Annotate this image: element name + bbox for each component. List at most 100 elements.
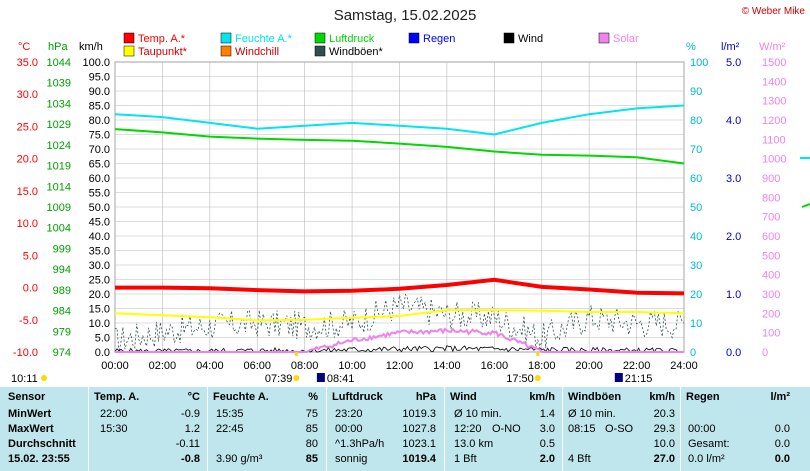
tick-solar: 900 [762,173,780,185]
tick-press: 1039 [47,78,71,90]
unit-rain: l/m² [721,41,740,53]
tick-rain: 3.0 [726,173,741,185]
tick-hum: 100 [690,57,708,69]
series-temp [115,277,685,296]
row-rain-value: 0.0 [774,423,790,435]
row-wind-value: 0.5 [539,438,555,450]
tick-press: 989 [53,285,71,297]
tick-press: 984 [53,306,71,318]
row-press-value: 1023.1 [402,438,436,450]
row-temp-value: 1.2 [184,423,200,435]
tick-solar: 400 [762,270,780,282]
tick-hum: 40 [690,231,702,243]
tick-time: 00:00 [101,360,129,372]
row-rain-time: Gesamt: [688,438,730,450]
header-rain-unit: l/m² [770,391,790,403]
tick-time: 24:00 [670,360,698,372]
legend-label: Wind [518,33,543,45]
legend-swatch [314,45,326,57]
tick-press: 1024 [47,140,71,152]
credit-text[interactable]: © Weber Mike [742,6,806,17]
tick-solar: 1000 [762,154,786,166]
tick-solar: 800 [762,192,780,204]
tick-time: 14:00 [433,360,461,372]
row-gust-value: 29.3 [653,423,675,435]
legend-label: Temp. A.* [138,33,186,45]
row-hum-value: 85 [305,423,318,435]
tick-wind: 45.0 [89,217,110,229]
tick-temp: -5.0 [19,315,38,327]
row-temp-value: -0.9 [181,408,200,420]
tick-time: 06:00 [243,360,271,372]
row-press-value: 1019.3 [402,408,436,420]
legend-swatch [123,45,135,57]
row-temp-value: -0.8 [181,453,200,465]
row-wind-value: 2.0 [539,453,555,465]
tick-press: 1009 [47,202,71,214]
header-gust: Windböen [568,391,622,403]
moonrise-time: 08:41 [327,373,355,385]
sunset-time: 17:50 [506,373,534,385]
tick-rain: 4.0 [726,115,741,127]
row-rain-time: 0.0 l/m² [688,453,725,465]
row-gust-time: 08:15 [568,423,596,435]
tick-hum: 10 [690,318,702,330]
row-hum-time: 15:35 [216,408,244,420]
row-gust-value: 10.0 [653,438,675,450]
legend-label: Windböen* [329,46,384,58]
tick-temp: 15.0 [17,186,38,198]
tick-solar: 100 [762,328,780,340]
tick-time: 22:00 [623,360,651,372]
row-rain-value: 0.0 [774,438,790,450]
chart-axes: 35.0 30.0 25.0 20.0 15.0 10.0 5.0 0.0 -5.0 -10.0 1… [13,57,810,372]
series-gust [114,293,685,353]
row-gust-time: Ø 10 min. [568,408,616,420]
unit-solar: W/m² [759,41,786,53]
tick-time: 08:00 [291,360,319,372]
tick-hum: 90 [690,86,702,98]
tick-wind: 30.0 [89,260,110,272]
tick-hum: 20 [690,289,702,301]
unit-wind: km/h [79,41,103,53]
tick-time: 02:00 [149,360,177,372]
tick-solar: 0 [762,347,768,359]
chart-grid [114,61,685,353]
row-wind-time: 13.0 km [454,438,494,450]
row-wind-time: 12:20 [454,423,482,435]
row-label: MinWert [8,408,52,420]
legend-swatch [220,45,232,57]
tick-wind: 50.0 [89,202,110,214]
sunrise-icon [293,375,300,381]
series-hum [114,104,685,136]
tick-temp: 20.0 [17,154,38,166]
tick-temp: -10.0 [13,347,38,359]
tick-press: 994 [53,264,71,276]
tick-wind: 65.0 [89,159,110,171]
row-press-time: sonnig [335,453,368,465]
row-press-time: ^1.3hPa/h [335,438,385,450]
row-hum-time: 3.90 g/m³ [216,453,263,465]
row-wind-dir: O-NO [492,423,521,435]
day-length-text: 10:11 [11,373,38,385]
tick-time: 04:00 [196,360,224,372]
row-temp-time: 15:30 [100,423,128,435]
tick-rain: 1.0 [726,289,741,301]
header-temp: Temp. A. [94,391,140,403]
tick-temp: 30.0 [17,89,38,101]
tick-hum: 80 [690,115,702,127]
tick-solar: 1500 [762,57,786,69]
tick-wind: 25.0 [89,275,110,287]
column-divider [326,387,327,471]
tick-press: 1034 [47,98,71,110]
header-hum-unit: % [308,391,318,403]
row-rain-value: 0.0 [774,453,790,465]
tick-solar: 1300 [762,96,786,108]
tick-wind: 55.0 [89,188,110,200]
row-label: Durchschnitt [8,438,76,450]
legend-label: Luftdruck [329,33,375,45]
row-temp-time: 22:00 [100,408,128,420]
row-wind-time: 1 Bft [454,453,477,465]
row-wind-time: Ø 10 min. [454,408,502,420]
tick-solar: 300 [762,289,780,301]
tick-solar: 1400 [762,76,786,88]
